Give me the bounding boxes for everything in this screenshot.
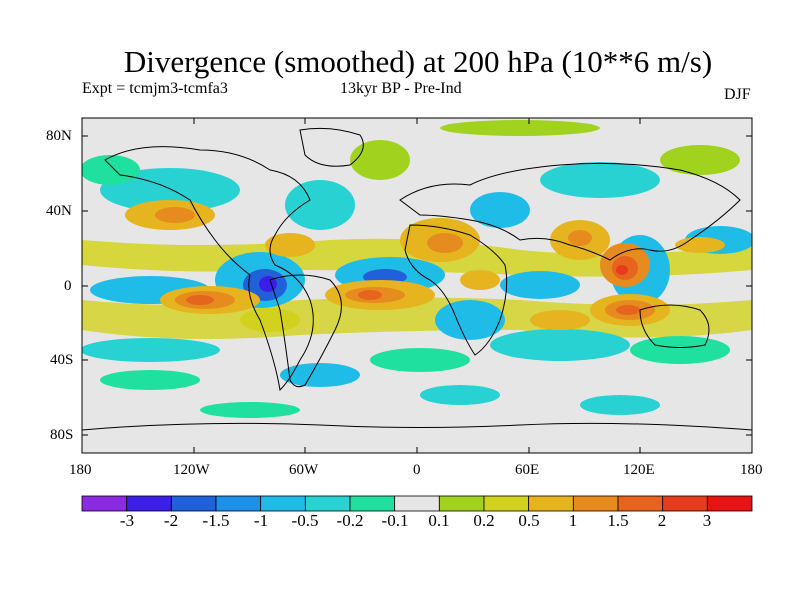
colorbar-swatch [394, 495, 440, 512]
y-tick-label: 40S [50, 352, 74, 368]
y-tick-label: 0 [64, 278, 72, 294]
colorbar-swatch [260, 495, 306, 512]
colorbar-swatch [706, 495, 753, 512]
season-label: DJF [724, 86, 751, 103]
colorbar-swatch [572, 495, 619, 512]
colorbar-label: -0.2 [336, 511, 364, 530]
colorbar-label: 0.2 [473, 511, 495, 530]
experiment-label: Expt = tcmjm3-tcmfa3 [82, 80, 228, 97]
colorbar-swatch [304, 495, 351, 512]
colorbar-swatch [170, 495, 217, 512]
colorbar-label: 0.1 [428, 511, 450, 530]
x-tick-label: 180 [740, 462, 763, 478]
colorbar-swatch [349, 495, 396, 512]
colorbar-label: 3 [702, 511, 712, 530]
colorbar-label: -0.5 [291, 511, 319, 530]
colorbar-swatch [81, 495, 128, 512]
colorbar-swatch [438, 495, 485, 512]
colorbar-label: -3 [119, 511, 135, 530]
chart-title: Divergence (smoothed) at 200 hPa (10**6 … [123, 44, 713, 79]
divergence-field [82, 120, 752, 418]
colorbar-label: -1 [253, 511, 269, 530]
colorbar [81, 495, 753, 512]
colorbar-label: 1 [568, 511, 578, 530]
colorbar-label: -1.5 [202, 511, 230, 530]
x-tick-label: 60E [515, 462, 540, 478]
colorbar-label: -0.1 [381, 511, 409, 530]
x-tick-label: 0 [413, 462, 421, 478]
colorbar-label: 0.5 [518, 511, 540, 530]
colorbar-label: 1.5 [607, 511, 629, 530]
y-tick-label: 40N [46, 203, 72, 219]
colorbar-label: -2 [163, 511, 179, 530]
x-tick-label: 180 [69, 462, 92, 478]
coastlines [82, 127, 752, 431]
y-tick-label: 80N [46, 128, 72, 144]
x-tick-label: 120W [173, 462, 210, 478]
colorbar-swatch [483, 495, 530, 512]
y-tick-label: 80S [50, 427, 74, 443]
x-tick-label: 120E [623, 462, 655, 478]
axis-ticks [81, 118, 753, 453]
colorbar-swatch [528, 495, 574, 512]
colorbar-swatch [126, 495, 172, 512]
colorbar-swatch [662, 495, 708, 512]
colorbar-label: 2 [657, 511, 667, 530]
colorbar-swatch [215, 495, 262, 512]
x-tick-label: 60W [289, 462, 319, 478]
colorbar-swatch [617, 495, 664, 512]
period-label: 13kyr BP - Pre-Ind [340, 80, 462, 97]
